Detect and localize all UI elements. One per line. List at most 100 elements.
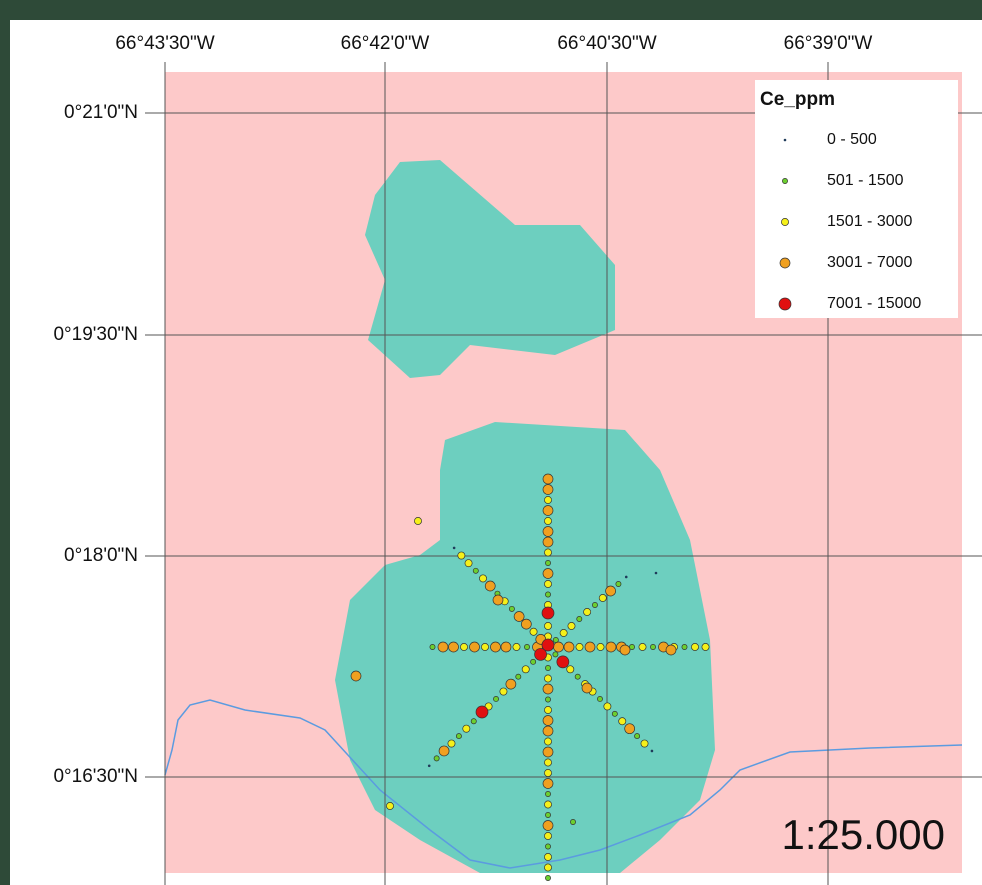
sample-point — [530, 628, 537, 635]
sample-point — [438, 642, 448, 652]
sample-point — [543, 506, 553, 516]
sample-point — [545, 791, 550, 796]
sample-point — [545, 697, 550, 702]
sample-point — [560, 629, 567, 636]
sample-point — [553, 652, 558, 657]
sample-point — [524, 644, 529, 649]
sample-point — [557, 656, 569, 668]
legend-title: Ce_ppm — [760, 89, 835, 110]
sample-point — [543, 527, 553, 537]
sample-point — [545, 844, 550, 849]
sample-point — [521, 619, 531, 629]
sample-point — [666, 645, 676, 655]
lon-label: 66°43'30"W — [115, 33, 214, 54]
legend-label: 7001 - 15000 — [827, 295, 921, 312]
sample-point — [544, 580, 551, 587]
sample-point — [544, 864, 551, 871]
lat-label: 0°16'30"N — [53, 766, 138, 787]
sample-point — [522, 666, 529, 673]
sample-point — [564, 642, 574, 652]
sample-point — [641, 740, 648, 747]
sample-point — [476, 706, 488, 718]
sample-point — [544, 769, 551, 776]
sample-point — [543, 779, 553, 789]
sample-point — [531, 659, 536, 664]
sample-point — [616, 581, 621, 586]
sample-point — [567, 666, 574, 673]
sample-point — [639, 643, 646, 650]
sample-point — [465, 560, 472, 567]
sample-point — [460, 643, 467, 650]
sample-point — [781, 218, 788, 225]
sample-point — [414, 517, 421, 524]
sample-point — [500, 688, 507, 695]
sample-point — [606, 586, 616, 596]
sample-point — [597, 696, 602, 701]
sample-point — [702, 643, 709, 650]
sample-point — [544, 738, 551, 745]
lon-label: 66°39'0"W — [784, 33, 873, 54]
sample-point — [585, 642, 595, 652]
sample-point — [542, 639, 554, 651]
sample-point — [612, 711, 617, 716]
sample-point — [543, 485, 553, 495]
sample-point — [430, 644, 435, 649]
sample-point — [651, 750, 654, 753]
scale-text: 1:25.000 — [782, 811, 946, 858]
sample-point — [428, 764, 431, 767]
sample-point — [543, 684, 553, 694]
lat-label: 0°19'30"N — [53, 324, 138, 345]
sample-point — [543, 569, 553, 579]
sample-point — [543, 716, 553, 726]
sample-point — [470, 642, 480, 652]
sample-point — [545, 560, 550, 565]
sample-point — [584, 608, 591, 615]
sample-point — [543, 821, 553, 831]
sample-point — [779, 298, 791, 310]
sample-point — [625, 576, 628, 579]
sample-point — [545, 665, 550, 670]
sample-point — [544, 496, 551, 503]
sample-point — [543, 474, 553, 484]
sample-point — [544, 801, 551, 808]
sample-point — [634, 733, 639, 738]
sample-point — [456, 733, 461, 738]
sample-point — [544, 675, 551, 682]
sample-point — [448, 740, 455, 747]
sample-point — [576, 643, 583, 650]
sample-point — [514, 612, 524, 622]
sample-point — [599, 594, 606, 601]
sample-point — [479, 575, 486, 582]
sample-point — [544, 759, 551, 766]
sample-point — [516, 674, 521, 679]
sample-point — [493, 696, 498, 701]
sample-point — [351, 671, 361, 681]
legend-box — [755, 80, 958, 318]
sample-point — [592, 602, 597, 607]
sample-point — [506, 679, 516, 689]
sample-point — [542, 607, 554, 619]
sample-point — [544, 622, 551, 629]
sample-point — [471, 719, 476, 724]
sample-point — [509, 606, 514, 611]
sample-point — [458, 552, 465, 559]
sample-point — [485, 581, 495, 591]
sample-point — [501, 642, 511, 652]
sample-point — [544, 853, 551, 860]
lat-label: 0°21'0"N — [64, 102, 138, 123]
sample-point — [597, 643, 604, 650]
sample-point — [513, 643, 520, 650]
lon-label: 66°42'0"W — [341, 33, 430, 54]
sample-point — [544, 832, 551, 839]
map-view: 66°43'30"W 66°42'0"W 66°40'30"W 66°39'0"… — [0, 0, 982, 885]
sample-point — [434, 756, 439, 761]
sample-point — [650, 644, 655, 649]
sample-point — [784, 139, 787, 142]
sample-point — [544, 517, 551, 524]
sample-point — [625, 724, 635, 734]
sample-point — [543, 726, 553, 736]
legend-label: 0 - 500 — [827, 131, 877, 148]
sample-point — [570, 819, 575, 824]
sample-point — [493, 595, 503, 605]
sample-point — [682, 644, 687, 649]
